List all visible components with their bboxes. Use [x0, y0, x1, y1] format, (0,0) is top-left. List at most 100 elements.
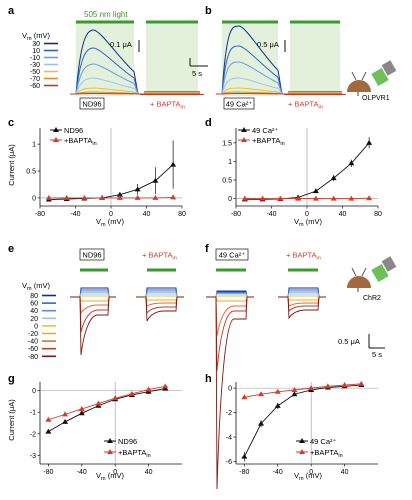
time-scale-label-a: 5 s — [192, 69, 202, 78]
data-point — [348, 195, 355, 201]
scale-label-a: 0.1 μA — [110, 40, 132, 49]
data-point — [291, 391, 298, 397]
label-box-b — [223, 97, 255, 110]
data-point — [116, 191, 123, 197]
label-bapta-f: + BAPTAin — [286, 251, 321, 262]
data-point — [291, 386, 298, 392]
legend-d: 49 Ca²⁺ +BAPTAin — [238, 126, 285, 147]
y-tick-label: 0 — [228, 386, 232, 393]
data-point — [145, 386, 152, 392]
current-trace — [216, 25, 288, 95]
series-line — [48, 164, 174, 200]
ylabel-g: Current (μA) — [7, 399, 16, 441]
y-tick-label: -4 — [226, 435, 232, 442]
step-trace — [136, 296, 184, 323]
series-line — [48, 388, 166, 433]
data-point — [312, 195, 319, 201]
scale-label-f: 0.5 μA — [338, 337, 360, 346]
step-trace — [70, 296, 116, 302]
data-point — [258, 391, 265, 397]
traces-f — [206, 287, 326, 490]
step-trace — [278, 293, 326, 298]
chart-d: -80 -40 0 40 80 0 0.5 1 1.5 — [222, 128, 382, 218]
data-point — [134, 194, 141, 200]
series-line — [48, 385, 166, 421]
step-trace — [206, 291, 254, 298]
data-point — [277, 195, 284, 201]
panel-letter-e: e — [8, 243, 14, 255]
current-trace — [70, 91, 144, 95]
data-point — [112, 395, 119, 401]
x-tick-label: 40 — [339, 211, 347, 218]
label-bapta-a: + BAPTAin — [150, 100, 185, 111]
x-tick-label: 0 — [305, 211, 309, 218]
legend-c: ND96 +BAPTAin — [50, 126, 97, 147]
current-trace — [216, 91, 288, 95]
data-point — [308, 385, 315, 391]
step-trace — [206, 290, 254, 298]
data-point — [258, 420, 265, 426]
y-tick-label: 0 — [32, 195, 36, 202]
current-trace — [70, 63, 144, 95]
legend-g-bapta: +BAPTAin — [118, 448, 151, 459]
current-trace — [216, 87, 288, 95]
y-tick-label: 0 — [32, 388, 36, 395]
tag-olpvr1: OLPVR1 — [362, 95, 390, 102]
panel-letter-b: b — [205, 5, 212, 17]
series-line — [48, 196, 174, 199]
step-trace — [278, 289, 326, 298]
vm-label-e: Vm (mV) — [22, 281, 50, 292]
chart-h: -80 -40 0 40 -6 -4 -2 0 — [226, 380, 378, 476]
data-point — [152, 194, 159, 200]
y-tick-label: 1 — [32, 142, 36, 149]
data-point — [116, 194, 123, 200]
legend-d-bapta: +BAPTAin — [252, 136, 285, 147]
voltage-label-a-tail: -60 — [30, 83, 40, 90]
voltage-label-e: -80 — [28, 354, 38, 361]
voltage-label-e: 80 — [30, 293, 38, 300]
x-tick-label: -40 — [70, 211, 80, 218]
data-point — [241, 195, 248, 201]
oocyte-illustration-b — [347, 60, 397, 96]
step-trace — [136, 293, 184, 298]
data-point — [241, 453, 248, 459]
xlabel-c: Vm (mV) — [96, 217, 124, 228]
step-trace — [136, 289, 184, 298]
data-point — [241, 394, 248, 400]
x-tick-label: -80 — [239, 469, 249, 476]
x-tick-label: 0 — [113, 469, 117, 476]
data-point — [134, 186, 141, 192]
voltage-label-e: -40 — [28, 339, 38, 346]
step-trace — [278, 296, 326, 320]
current-trace — [216, 92, 288, 95]
x-tick-label: -80 — [43, 469, 53, 476]
current-trace — [216, 61, 288, 95]
step-trace — [70, 295, 116, 298]
y-tick-label: -2 — [226, 410, 232, 417]
chart-g: -80 -40 0 40 -3 -2 -1 0 — [30, 382, 182, 476]
step-trace — [206, 293, 254, 298]
voltage-label-e: -20 — [28, 331, 38, 338]
traces-e — [70, 287, 184, 356]
voltage-label-a: -70 — [30, 76, 40, 83]
data-point — [274, 402, 281, 408]
voltage-label-a: -30 — [30, 62, 40, 69]
label-nd96-e: ND96 — [82, 251, 101, 260]
voltage-label-e: -60 — [28, 346, 38, 353]
traces-b — [216, 25, 346, 95]
x-tick-label: 40 — [143, 211, 151, 218]
voltage-label-e: 20 — [30, 316, 38, 323]
step-trace — [278, 291, 326, 298]
legend-h: 49 Ca²⁺ +BAPTAin — [296, 437, 343, 459]
y-tick-label: 1 — [228, 159, 232, 166]
data-point — [62, 418, 69, 424]
step-trace — [206, 296, 254, 302]
voltage-label-e: 0 — [34, 323, 38, 330]
light-shade-b2 — [290, 22, 340, 96]
data-point — [45, 194, 52, 200]
series-line — [244, 383, 362, 398]
panel-letter-h: h — [205, 373, 212, 385]
label-ca-b: 49 Ca²⁺ — [226, 100, 253, 109]
x-tick-label: 0 — [109, 211, 113, 218]
